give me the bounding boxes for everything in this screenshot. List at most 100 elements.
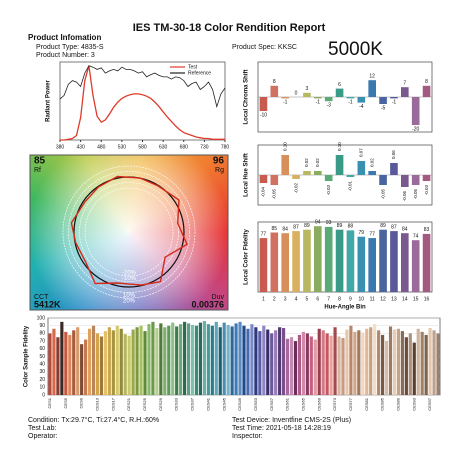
data-label: 8 xyxy=(273,79,276,85)
bar xyxy=(107,327,111,395)
bar xyxy=(123,334,127,395)
duv-label: Duv xyxy=(212,294,225,301)
data-label: 79 xyxy=(359,230,365,236)
x-tick-label: 380 xyxy=(56,144,65,150)
bar xyxy=(400,331,404,395)
bar xyxy=(214,321,218,395)
data-label: 85 xyxy=(272,226,278,232)
product-spec: Product Spec: KKSC xyxy=(232,44,297,51)
bar xyxy=(309,336,313,395)
y-axis-title: Local Hue Shift xyxy=(244,153,250,197)
x-tick-label: 730 xyxy=(200,144,209,150)
product-number: Product Number: 3 xyxy=(36,52,95,59)
bar xyxy=(183,321,187,395)
bar xyxy=(432,330,436,395)
bar xyxy=(155,328,159,395)
x-tick-label: 15 xyxy=(413,296,419,302)
x-tick-label: CES73 xyxy=(332,397,337,410)
bar xyxy=(293,341,298,395)
bar xyxy=(346,175,355,177)
bar xyxy=(210,325,214,395)
bar xyxy=(259,175,268,183)
bar xyxy=(68,334,72,395)
bar xyxy=(411,175,420,185)
bar xyxy=(390,97,398,99)
data-label: 84 xyxy=(282,227,288,233)
bar xyxy=(163,327,167,395)
x-tick-label: 6 xyxy=(316,296,319,302)
x-tick-label: CES77 xyxy=(348,397,353,410)
bar xyxy=(314,226,322,292)
bar xyxy=(171,322,175,395)
data-label: 89 xyxy=(304,223,310,229)
data-label: -0.03 xyxy=(424,185,429,196)
bar xyxy=(349,325,353,395)
data-label: 74 xyxy=(413,234,419,240)
bar xyxy=(384,341,389,395)
data-label: 89 xyxy=(337,223,343,229)
data-label: -1 xyxy=(392,100,397,106)
bar xyxy=(80,344,84,395)
bar xyxy=(238,321,242,395)
bar xyxy=(254,327,258,395)
data-label: -1 xyxy=(316,100,321,106)
x-tick-label: CES45 xyxy=(221,397,226,410)
data-label: -0.05 xyxy=(380,189,385,200)
test-time: Test Time: 2021-05-18 14:28:19 xyxy=(232,425,331,432)
bar xyxy=(324,226,333,292)
data-label: 0.07 xyxy=(359,148,364,157)
bar xyxy=(353,331,357,395)
legend-label: Test xyxy=(188,64,198,70)
bar xyxy=(186,323,191,395)
y-tick-label: 20 xyxy=(39,377,45,383)
x-tick-label: CES1 xyxy=(47,397,52,408)
data-label: 3 xyxy=(306,86,309,92)
data-label: 7 xyxy=(403,81,406,87)
bar xyxy=(60,321,64,395)
x-tick-label: 11 xyxy=(370,296,375,302)
data-label: 0 xyxy=(295,90,298,96)
x-tick-label: 14 xyxy=(402,296,408,302)
x-tick-label: CES21 xyxy=(126,397,131,410)
data-label: -1 xyxy=(348,100,353,106)
x-tick-label: 9 xyxy=(349,296,352,302)
x-tick-label: CES69 xyxy=(316,397,321,410)
bar xyxy=(246,328,250,395)
data-label: 0.06 xyxy=(391,150,396,159)
bar xyxy=(289,337,294,395)
data-label: 77 xyxy=(369,231,375,237)
test-lab: Test Lab: xyxy=(28,425,56,432)
bar xyxy=(84,339,88,395)
bar xyxy=(401,87,409,97)
y-tick-label: 10 xyxy=(39,385,45,391)
y-axis-title: Radiant Power xyxy=(46,80,52,122)
bar xyxy=(377,330,381,395)
x-tick-label: 4 xyxy=(295,296,298,302)
cct-value: 5412K xyxy=(34,299,61,309)
bar xyxy=(301,331,305,395)
x-tick-label: CES37 xyxy=(190,397,195,410)
x-tick-label: 430 xyxy=(76,144,85,150)
bar xyxy=(341,338,345,395)
bar xyxy=(369,327,373,395)
x-tick-label: 8 xyxy=(338,296,341,302)
x-tick-label: 16 xyxy=(424,296,430,302)
bar xyxy=(270,85,279,97)
bar xyxy=(361,332,365,395)
inspector: Inspector: xyxy=(232,433,263,440)
bar xyxy=(76,327,80,395)
plot-frame xyxy=(257,221,433,293)
bar xyxy=(357,97,366,103)
bar xyxy=(392,329,397,395)
data-label: 88 xyxy=(348,224,354,230)
bar xyxy=(368,238,376,292)
bar xyxy=(222,322,226,395)
bar xyxy=(278,327,282,395)
bar xyxy=(303,92,311,97)
bar xyxy=(218,327,222,395)
duv-value: 0.00376 xyxy=(191,299,224,309)
data-label: 0.10 xyxy=(337,142,342,151)
bar xyxy=(95,333,100,395)
x-tick-label: CES49 xyxy=(237,397,242,410)
